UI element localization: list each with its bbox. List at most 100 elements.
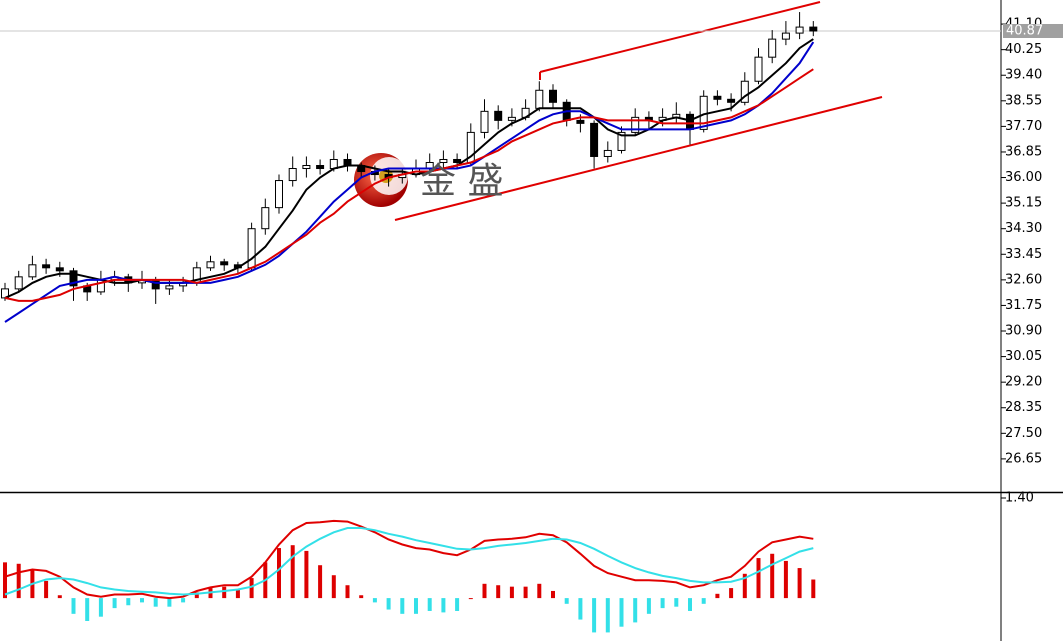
candle-body — [795, 26, 804, 34]
y-tick-label: 32.60 — [1005, 272, 1042, 287]
y-tick-label: 39.40 — [1005, 68, 1042, 83]
macd-bar — [551, 590, 555, 599]
y-tick-label: 40.25 — [1005, 42, 1042, 57]
candle-body — [727, 98, 736, 103]
y-tick-label: 29.20 — [1005, 375, 1042, 390]
candle-body — [151, 279, 160, 290]
macd-bar — [126, 598, 131, 606]
macd-bar — [400, 598, 405, 614]
candle-body — [768, 38, 777, 58]
macd-bar — [153, 598, 158, 607]
candle-body — [494, 110, 503, 121]
macd-bar — [523, 586, 528, 599]
macd-bar — [633, 598, 638, 623]
line-series — [4, 527, 814, 596]
macd-bar — [277, 548, 281, 599]
macd-bar — [194, 592, 199, 599]
macd-bar — [386, 598, 391, 610]
macd-bar — [304, 550, 309, 599]
macd-bar — [468, 598, 473, 600]
macd-bar — [249, 578, 254, 599]
macd-bar — [605, 598, 610, 633]
candle-body — [713, 95, 722, 100]
trend-line — [394, 96, 883, 221]
candle-body — [288, 168, 297, 182]
macd-bar — [331, 575, 336, 599]
y-tick-label: 31.75 — [1005, 298, 1042, 313]
candle-body — [507, 116, 516, 121]
macd-bar — [44, 580, 49, 599]
y-tick-label: 26.65 — [1005, 451, 1042, 466]
macd-bar — [318, 565, 323, 599]
macd-bar — [742, 573, 747, 599]
y-tick-label: 1.40 — [1005, 491, 1034, 506]
macd-bar — [181, 598, 186, 603]
watermark: 金 盛 — [420, 161, 503, 202]
candle-body — [631, 116, 640, 133]
candle-body — [603, 149, 612, 157]
macd-bar — [345, 585, 350, 599]
y-tick-label: 28.35 — [1005, 400, 1042, 415]
current-price-box — [1003, 23, 1063, 38]
y-tick-label: 37.70 — [1005, 119, 1042, 134]
candle-body — [740, 80, 749, 103]
macd-bar — [797, 568, 802, 599]
macd-bar — [646, 598, 651, 614]
candle-body — [302, 165, 311, 170]
macd-bar — [688, 598, 692, 611]
y-tick-label: 30.90 — [1005, 324, 1042, 339]
candle-body — [42, 264, 51, 269]
trend-line — [539, 1, 821, 73]
candle-body — [247, 228, 256, 269]
candle-body — [261, 207, 270, 230]
candle-body — [28, 264, 37, 278]
y-tick-label: 33.45 — [1005, 247, 1042, 262]
y-tick-label: 34.30 — [1005, 221, 1042, 236]
macd-bar — [98, 598, 103, 617]
macd-bar — [235, 589, 240, 599]
candle-body — [14, 276, 23, 290]
line-series — [4, 68, 814, 302]
macd-bar — [290, 545, 295, 599]
macd-bar — [372, 598, 377, 603]
macd-bar — [770, 553, 775, 599]
y-tick-label: 27.50 — [1005, 426, 1042, 441]
current-price-label: 40.87 — [1006, 23, 1043, 38]
macd-bar — [455, 598, 460, 611]
macd-bar — [112, 598, 117, 609]
macd-bar — [222, 586, 227, 599]
candle-body — [275, 180, 283, 209]
y-tick-label: 38.55 — [1005, 93, 1042, 108]
candle-body — [809, 26, 818, 32]
macd-bar — [3, 562, 7, 599]
candle-body — [590, 122, 599, 157]
macd-bar — [756, 558, 761, 599]
macd-bar — [359, 595, 364, 599]
candle-body — [439, 158, 448, 163]
candle-body — [549, 89, 557, 103]
y-tick-label: 36.85 — [1005, 144, 1042, 159]
macd-bar — [660, 598, 665, 609]
macd-bar — [578, 598, 583, 620]
macd-bar — [71, 598, 76, 614]
candle-body — [220, 261, 229, 266]
candle-body — [69, 270, 78, 287]
macd-bar — [701, 598, 706, 604]
candle-body — [535, 89, 544, 109]
candle-body — [206, 261, 215, 269]
macd-bar — [414, 598, 418, 614]
macd-bar — [729, 588, 734, 599]
macd-bar — [496, 585, 501, 599]
y-tick-label: 30.05 — [1005, 349, 1042, 364]
candle-body — [55, 267, 64, 272]
candle-body — [316, 165, 325, 170]
y-tick-label: 36.00 — [1005, 170, 1042, 185]
candle-body — [781, 32, 790, 40]
macd-bar — [57, 595, 62, 599]
macd-bar — [85, 598, 90, 621]
macd-bar — [482, 583, 487, 599]
macd-bar — [811, 579, 816, 599]
y-tick-label: 35.15 — [1005, 196, 1042, 211]
candle-body — [576, 119, 585, 124]
